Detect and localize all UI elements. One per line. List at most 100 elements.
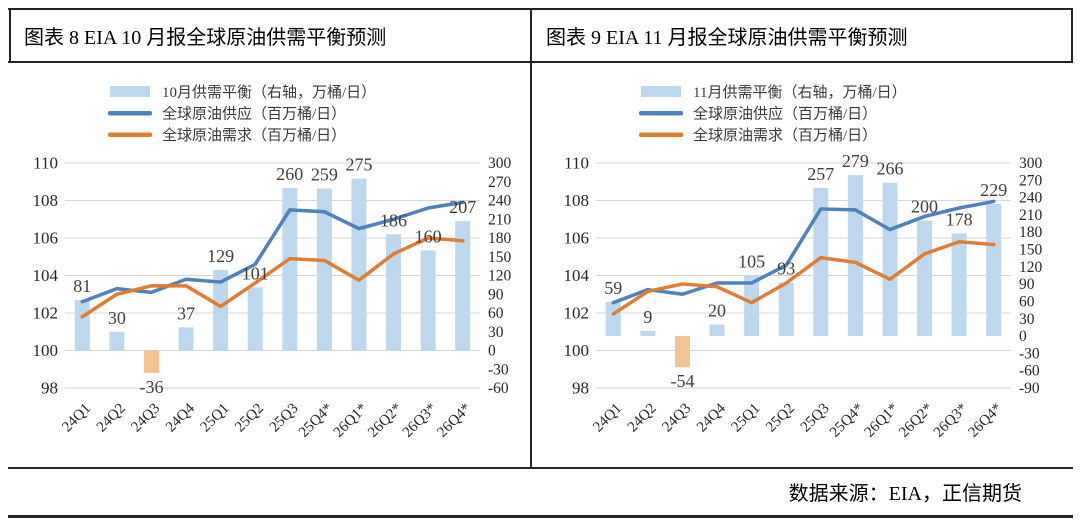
svg-text:180: 180 bbox=[1019, 224, 1043, 241]
legend-item: 全球原油供应（百万桶/日） bbox=[639, 105, 877, 123]
balance-bar bbox=[247, 287, 263, 351]
balance-bar bbox=[143, 350, 159, 373]
svg-text:98: 98 bbox=[572, 379, 589, 398]
bar-value-label: 229 bbox=[980, 180, 1007, 200]
svg-text:300: 300 bbox=[488, 155, 512, 172]
gridlines bbox=[596, 162, 1011, 389]
svg-text:210: 210 bbox=[1019, 207, 1043, 224]
balance-bar bbox=[813, 187, 829, 337]
svg-text:106: 106 bbox=[564, 229, 590, 248]
legend-item: 全球原油需求（百万桶/日） bbox=[108, 126, 346, 144]
balance-bar bbox=[420, 250, 436, 351]
svg-text:104: 104 bbox=[33, 266, 59, 285]
chart9-panel-title: 图表 9 EIA 11 月报全球原油供需平衡预测 bbox=[546, 27, 908, 49]
balance-bar bbox=[917, 220, 933, 337]
svg-text:104: 104 bbox=[564, 266, 590, 285]
balance-bar bbox=[351, 178, 367, 351]
x-axis-label: 25Q4* bbox=[827, 401, 867, 441]
table-border-below-titles bbox=[8, 61, 1073, 63]
x-axis-label: 25Q1 bbox=[729, 401, 764, 436]
svg-text:98: 98 bbox=[41, 379, 58, 398]
bar-value-label: 186 bbox=[380, 210, 407, 230]
balance-bar bbox=[847, 175, 863, 337]
svg-text:180: 180 bbox=[488, 230, 512, 247]
svg-text:30: 30 bbox=[1019, 311, 1035, 328]
bar-value-label: 37 bbox=[177, 303, 195, 323]
bar-value-label: 59 bbox=[604, 278, 622, 298]
balance-bar bbox=[951, 233, 967, 337]
legend-bar-swatch bbox=[110, 86, 150, 97]
bar-value-label: 20 bbox=[708, 301, 726, 321]
x-axis-label: 26Q1* bbox=[862, 401, 902, 441]
chart8-panel-title: 图表 8 EIA 10 月报全球原油供需平衡预测 bbox=[24, 27, 387, 49]
bar-value-label: 266 bbox=[876, 159, 903, 179]
balance-bar bbox=[605, 302, 621, 337]
svg-text:120: 120 bbox=[488, 268, 512, 285]
svg-text:100: 100 bbox=[33, 341, 59, 360]
x-axis-label: 24Q1 bbox=[59, 401, 94, 436]
bar-value-label: 9 bbox=[643, 307, 652, 327]
x-axis-label: 25Q4* bbox=[296, 401, 336, 441]
legend-item: 11月供需平衡（右轴，万桶/日） bbox=[641, 84, 907, 101]
balance-bar bbox=[882, 182, 898, 337]
supply-line bbox=[611, 199, 996, 305]
bar-value-labels: 81 30 -36 37 129 101 260 259 275 186 160 207 bbox=[73, 155, 476, 397]
bar-value-label: 93 bbox=[777, 258, 795, 278]
bar-value-label: 129 bbox=[207, 246, 234, 266]
table-divider-middle bbox=[530, 8, 532, 468]
svg-text:270: 270 bbox=[1019, 172, 1043, 189]
x-axis-label: 26Q3* bbox=[400, 401, 440, 441]
legend-label: 全球原油供应（百万桶/日） bbox=[693, 105, 877, 123]
svg-text:100: 100 bbox=[564, 341, 590, 360]
svg-text:110: 110 bbox=[33, 154, 58, 173]
svg-text:102: 102 bbox=[564, 304, 590, 323]
svg-text:150: 150 bbox=[488, 249, 512, 266]
svg-text:0: 0 bbox=[488, 343, 496, 360]
svg-text:-60: -60 bbox=[1019, 363, 1040, 380]
x-axis-label: 26Q4* bbox=[965, 401, 1005, 441]
legend-bar-swatch bbox=[641, 86, 681, 97]
x-axis-label: 25Q2 bbox=[232, 401, 267, 436]
demand-line bbox=[80, 236, 465, 319]
bar-value-label: 81 bbox=[73, 276, 91, 296]
legend-item: 10月供需平衡（右轴，万桶/日） bbox=[110, 84, 376, 101]
legend-line-swatch bbox=[639, 132, 683, 137]
x-axis-label: 26Q4* bbox=[434, 401, 474, 441]
svg-text:300: 300 bbox=[1019, 155, 1043, 172]
balance-bar bbox=[986, 203, 1002, 337]
legend: 11月供需平衡（右轴，万桶/日） 全球原油供应（百万桶/日） 全球原油需求（百万桶/… bbox=[639, 84, 907, 144]
svg-text:240: 240 bbox=[1019, 190, 1043, 207]
x-axis-labels: 24Q1 24Q2 24Q3 24Q4 25Q1 25Q2 25Q325Q4*26Q1*26… bbox=[590, 400, 1005, 441]
x-axis-labels: 24Q1 24Q2 24Q3 24Q4 25Q1 25Q2 25Q325Q4*26Q1*26… bbox=[59, 400, 474, 441]
bar-value-labels: 59 9 -54 20 105 93 257 279 266 200 178 229 bbox=[604, 151, 1007, 391]
svg-text:-90: -90 bbox=[1019, 380, 1040, 397]
legend-item: 全球原油供应（百万桶/日） bbox=[108, 105, 346, 123]
bar-value-label: 101 bbox=[242, 263, 269, 283]
bar-value-label: 259 bbox=[311, 165, 338, 185]
bar-value-label: 275 bbox=[345, 155, 372, 175]
data-source-note: 数据来源：EIA，正信期货 bbox=[788, 483, 1022, 505]
svg-text:150: 150 bbox=[1019, 242, 1043, 259]
legend-label: 10月供需平衡（右轴，万桶/日） bbox=[162, 84, 376, 101]
x-axis-label: 24Q3 bbox=[128, 401, 163, 436]
balance-bars bbox=[74, 178, 471, 373]
balance-bar bbox=[74, 299, 90, 351]
balance-bar bbox=[778, 282, 794, 337]
bar-value-label: 200 bbox=[911, 197, 938, 217]
svg-text:-30: -30 bbox=[1019, 345, 1040, 362]
balance-bar bbox=[455, 221, 471, 351]
x-axis-label: 24Q4 bbox=[694, 400, 729, 435]
legend-item: 全球原油需求（百万桶/日） bbox=[639, 126, 877, 144]
svg-text:106: 106 bbox=[33, 229, 59, 248]
svg-text:90: 90 bbox=[1019, 276, 1035, 293]
svg-text:102: 102 bbox=[33, 304, 59, 323]
balance-bar bbox=[709, 324, 725, 337]
svg-text:108: 108 bbox=[564, 191, 590, 210]
bar-value-label: 160 bbox=[415, 227, 442, 247]
svg-text:30: 30 bbox=[488, 324, 504, 341]
legend-label: 全球原油需求（百万桶/日） bbox=[162, 126, 346, 144]
x-axis-label: 24Q3 bbox=[659, 401, 694, 436]
